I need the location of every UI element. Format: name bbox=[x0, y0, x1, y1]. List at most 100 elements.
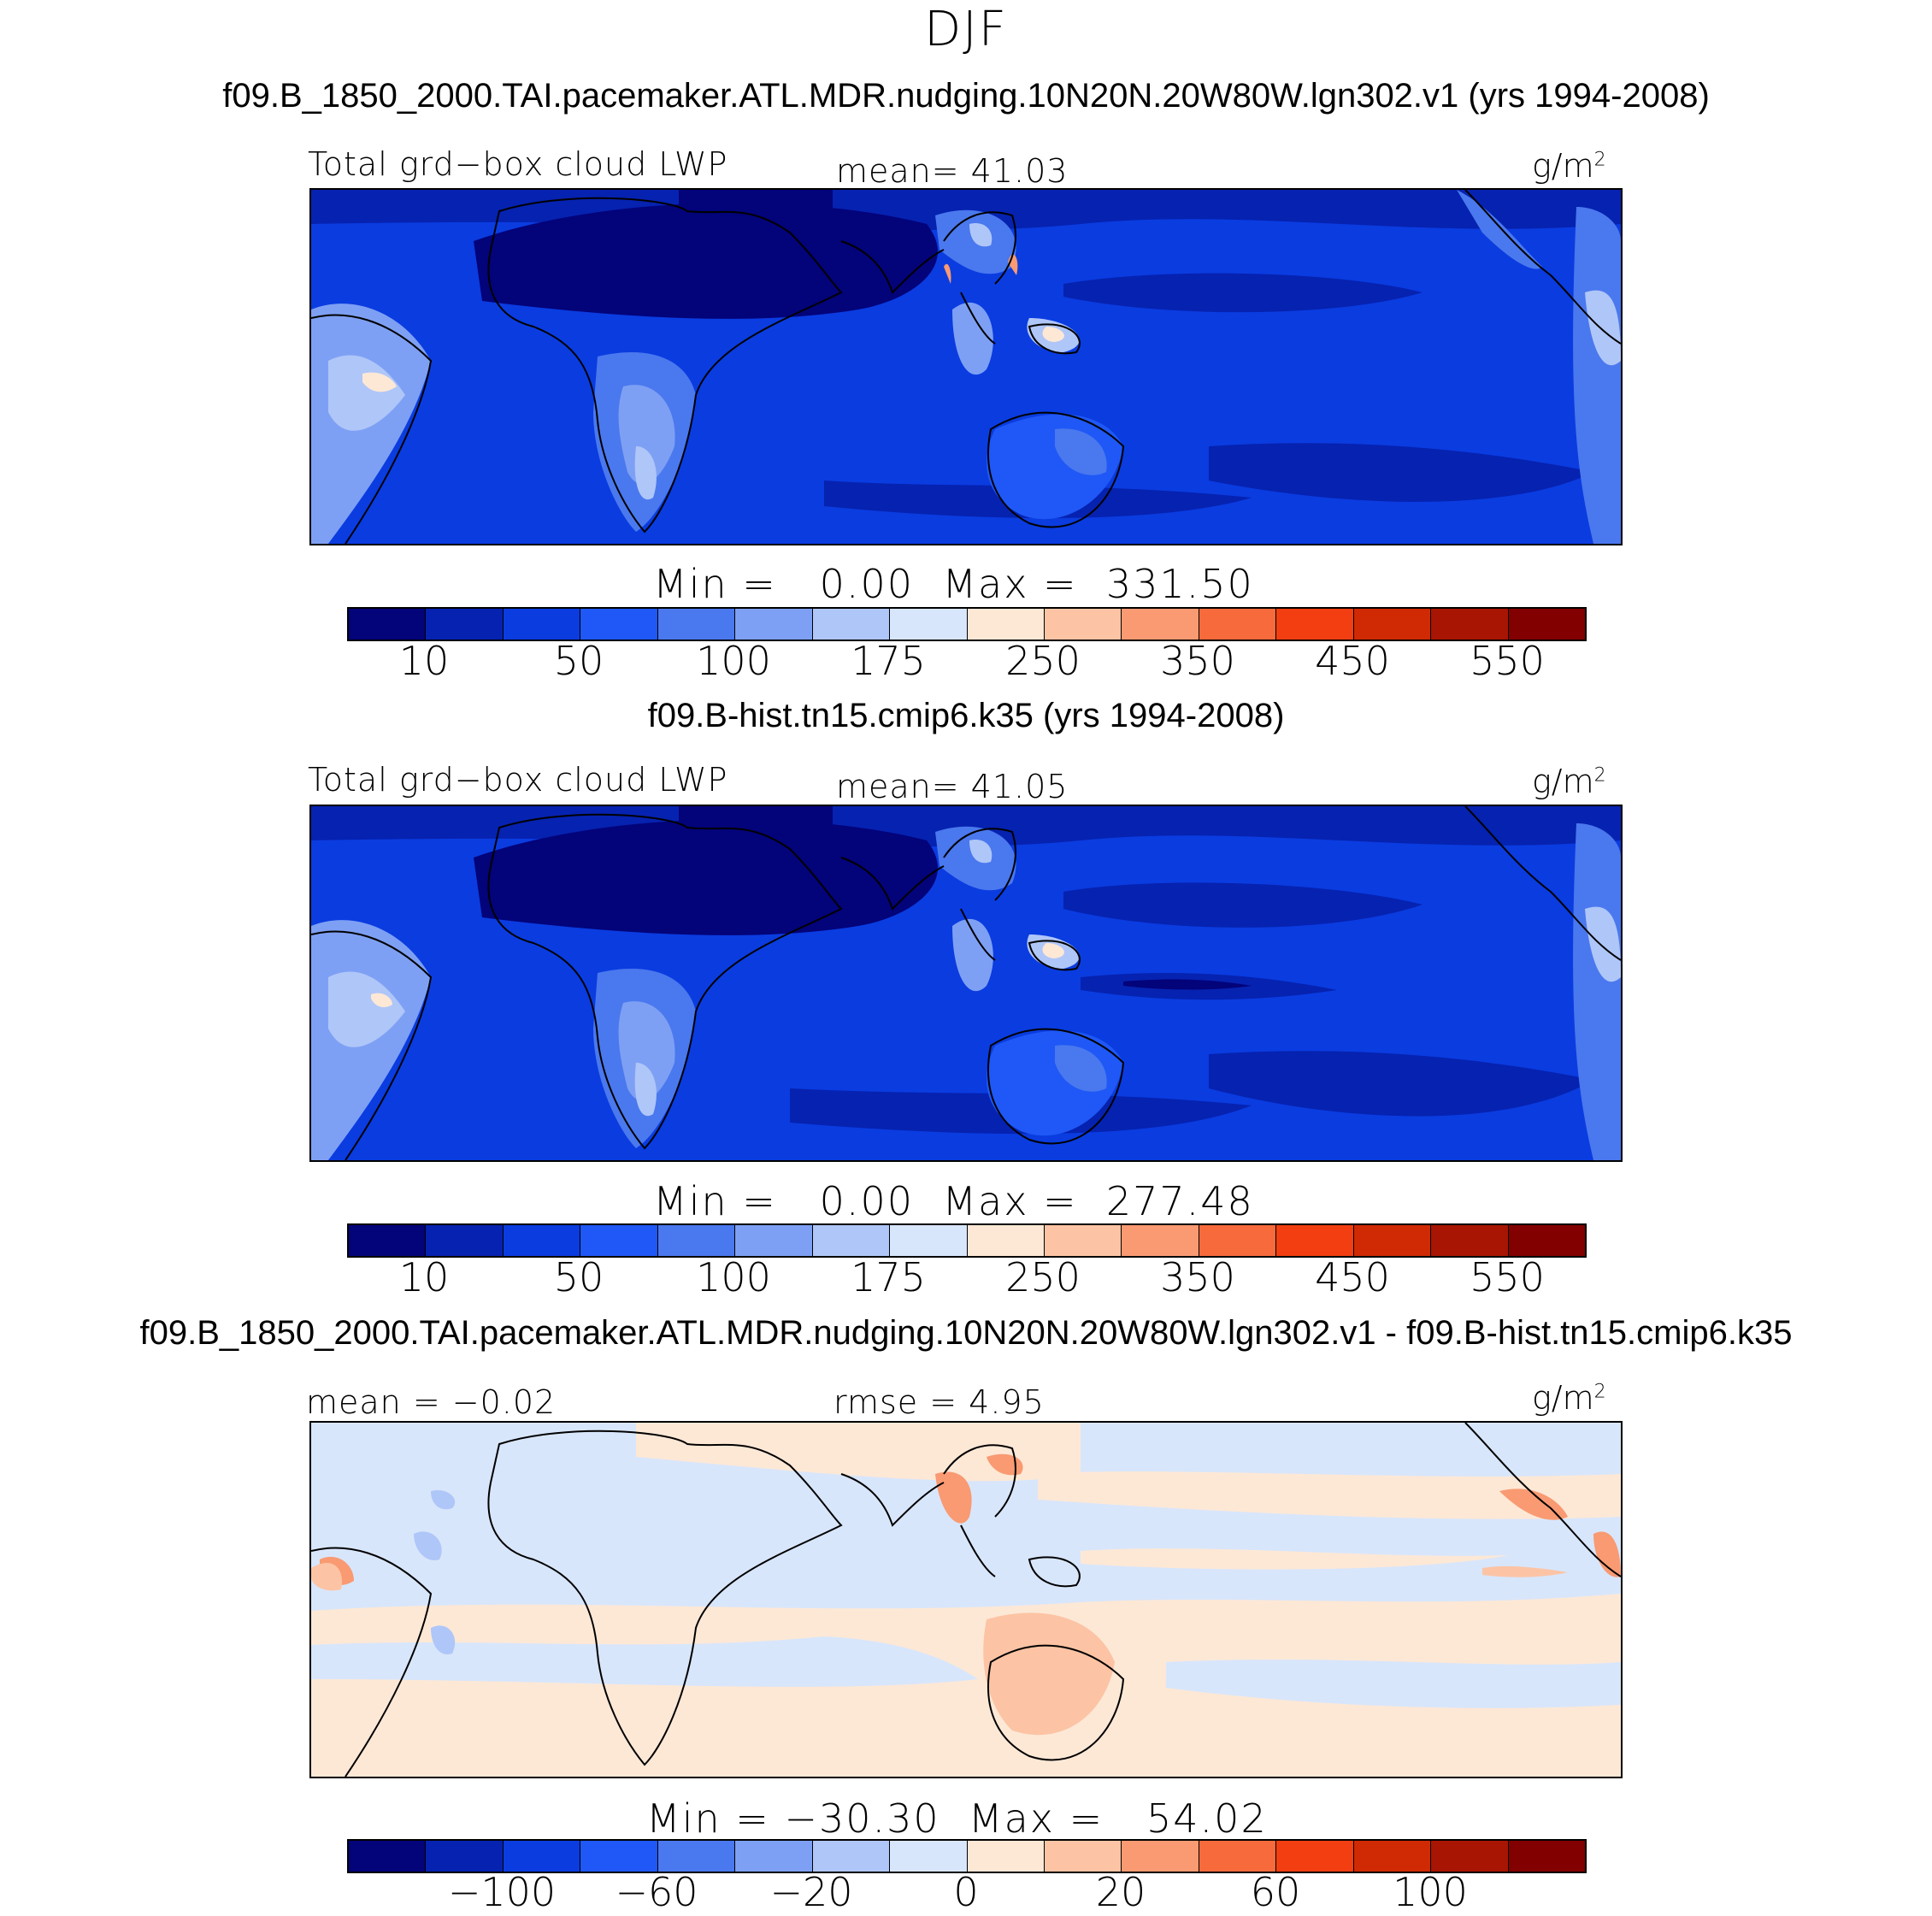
panel-1-variable-label: Total grd−box cloud LWP bbox=[308, 145, 728, 183]
colorbar-swatch bbox=[967, 609, 1045, 640]
colorbar-swatch bbox=[1199, 1841, 1277, 1872]
colorbar-swatch bbox=[1276, 1225, 1354, 1256]
colorbar-swatch bbox=[1122, 1841, 1199, 1872]
colorbar-swatch bbox=[1044, 1841, 1122, 1872]
colorbar-tick-label: 250 bbox=[1005, 1254, 1081, 1300]
panel-1-colorbar-ticks: 10 50 100 175 250 350 450 550 bbox=[0, 638, 1932, 689]
colorbar-swatch bbox=[580, 609, 658, 640]
colorbar-tick-label: 175 bbox=[851, 638, 926, 684]
colorbar-tick-label: 100 bbox=[1393, 1869, 1468, 1915]
colorbar-swatch bbox=[967, 1841, 1045, 1872]
pacific-low bbox=[1063, 273, 1422, 313]
colorbar-swatch bbox=[1431, 1841, 1509, 1872]
colorbar-tick-label: 550 bbox=[1470, 638, 1545, 684]
colorbar-swatch bbox=[890, 609, 968, 640]
panel-2-title: f09.B-hist.tn15.cmip6.k35 (yrs 1994-2008… bbox=[647, 697, 1285, 734]
colorbar-tick-label: 100 bbox=[696, 1254, 771, 1300]
colorbar-tick-label: 350 bbox=[1160, 1254, 1235, 1300]
colorbar-tick-label: 100 bbox=[696, 638, 771, 684]
panel-1-mean-label: mean= 41.03 bbox=[836, 152, 1069, 190]
colorbar-swatch bbox=[1044, 609, 1122, 640]
colorbar-swatch bbox=[1431, 1225, 1509, 1256]
panel-1-units: g/m2 bbox=[1532, 147, 1606, 185]
panel-1-map bbox=[309, 188, 1623, 545]
colorbar-swatch bbox=[890, 1225, 968, 1256]
colorbar-tick-label: 50 bbox=[553, 638, 604, 684]
panel-2-colorbar-ticks: 10 50 100 175 250 350 450 550 bbox=[0, 1254, 1932, 1306]
colorbar-swatch bbox=[426, 1225, 504, 1256]
panel-1-coastlines bbox=[311, 190, 1621, 544]
colorbar-swatch bbox=[657, 1841, 736, 1872]
panel-3-coastlines bbox=[311, 1423, 1621, 1777]
colorbar-tick-label: 60 bbox=[1250, 1869, 1301, 1915]
panel-3-colorbar-ticks: −100 −60 −20 0 20 60 100 bbox=[0, 1869, 1932, 1916]
colorbar-swatch bbox=[1199, 1225, 1277, 1256]
colorbar-swatch bbox=[890, 1841, 968, 1872]
panel-2-units: g/m2 bbox=[1532, 763, 1606, 800]
colorbar-tick-label: −100 bbox=[447, 1869, 557, 1915]
panel-3-mean-label: mean = −0.02 bbox=[306, 1383, 557, 1421]
colorbar-swatch bbox=[1353, 609, 1432, 640]
panel-3-units: g/m2 bbox=[1532, 1379, 1606, 1417]
colorbar-tick-label: 50 bbox=[553, 1254, 604, 1300]
colorbar-swatch bbox=[1508, 1225, 1585, 1256]
colorbar-swatch bbox=[657, 609, 736, 640]
panel-2-coastlines bbox=[311, 806, 1621, 1160]
colorbar-tick-label: −60 bbox=[615, 1869, 698, 1915]
colorbar-swatch bbox=[349, 609, 427, 640]
colorbar-tick-label: 350 bbox=[1160, 638, 1235, 684]
colorbar-swatch bbox=[503, 1841, 581, 1872]
colorbar-swatch bbox=[1353, 1225, 1432, 1256]
panel-2-map-svg bbox=[311, 806, 1621, 1160]
colorbar-swatch bbox=[735, 609, 813, 640]
colorbar-swatch bbox=[1122, 609, 1199, 640]
colorbar-swatch bbox=[580, 1841, 658, 1872]
colorbar-swatch bbox=[657, 1225, 736, 1256]
colorbar-swatch bbox=[503, 1225, 581, 1256]
colorbar-swatch bbox=[349, 1225, 427, 1256]
colorbar-swatch bbox=[812, 609, 891, 640]
colorbar-tick-label: −20 bbox=[769, 1869, 853, 1915]
panel-1-title: f09.B_1850_2000.TAI.pacemaker.ATL.MDR.nu… bbox=[222, 77, 1710, 115]
colorbar-tick-label: 0 bbox=[953, 1869, 979, 1915]
colorbar-swatch bbox=[1508, 1841, 1585, 1872]
colorbar-tick-label: 550 bbox=[1470, 1254, 1545, 1300]
colorbar-tick-label: 450 bbox=[1315, 1254, 1390, 1300]
panel-3-map-svg bbox=[311, 1423, 1621, 1777]
season-title: DJF bbox=[924, 2, 1008, 57]
colorbar-tick-label: 450 bbox=[1315, 638, 1390, 684]
panel-1-map-svg bbox=[311, 190, 1621, 544]
colorbar-swatch bbox=[812, 1225, 891, 1256]
colorbar-tick-label: 250 bbox=[1005, 638, 1081, 684]
colorbar-swatch bbox=[426, 1841, 504, 1872]
colorbar-swatch bbox=[1276, 609, 1354, 640]
panel-1-minmax: Min = 0.00 Max = 331.50 bbox=[653, 561, 1254, 607]
panel-1-colorbar bbox=[347, 607, 1587, 641]
colorbar-swatch bbox=[1431, 609, 1509, 640]
panel-2-minmax: Min = 0.00 Max = 277.48 bbox=[653, 1178, 1254, 1224]
colorbar-tick-label: 10 bbox=[398, 638, 450, 684]
colorbar-swatch bbox=[1044, 1225, 1122, 1256]
colorbar-swatch bbox=[426, 609, 504, 640]
panel-2-variable-label: Total grd−box cloud LWP bbox=[308, 761, 728, 799]
colorbar-swatch bbox=[1353, 1841, 1432, 1872]
colorbar-swatch bbox=[580, 1225, 658, 1256]
panel-2-colorbar bbox=[347, 1223, 1587, 1258]
panel-3-title: f09.B_1850_2000.TAI.pacemaker.ATL.MDR.nu… bbox=[139, 1314, 1793, 1352]
colorbar-swatch bbox=[812, 1841, 891, 1872]
panel-3-colorbar bbox=[347, 1839, 1587, 1873]
colorbar-swatch bbox=[349, 1841, 427, 1872]
panel-2-mean-label: mean= 41.05 bbox=[836, 768, 1069, 805]
colorbar-swatch bbox=[1122, 1225, 1199, 1256]
colorbar-swatch bbox=[1199, 609, 1277, 640]
panel-3-minmax: Min = −30.30 Max = 54.02 bbox=[646, 1795, 1268, 1842]
australia-positive bbox=[983, 1612, 1115, 1736]
colorbar-swatch bbox=[967, 1225, 1045, 1256]
sahara-low bbox=[474, 203, 938, 319]
panel-2-map bbox=[309, 805, 1623, 1162]
colorbar-swatch bbox=[735, 1841, 813, 1872]
colorbar-swatch bbox=[1276, 1841, 1354, 1872]
panel-3-rmse-label: rmse = 4.95 bbox=[833, 1383, 1045, 1421]
borneo bbox=[952, 302, 993, 375]
colorbar-tick-label: 10 bbox=[398, 1254, 450, 1300]
